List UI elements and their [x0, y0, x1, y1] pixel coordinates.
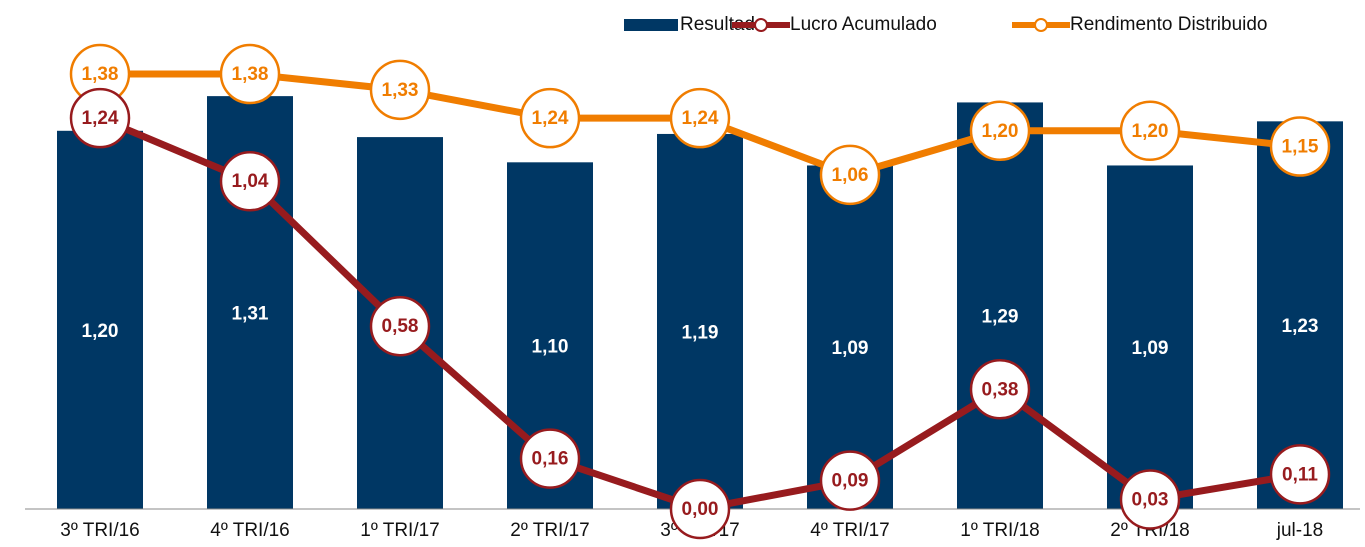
line-marker: [219, 43, 281, 105]
bar-value-label: 1,10: [532, 337, 569, 358]
legend-label: Resultado: [680, 14, 766, 35]
line-marker: [1119, 100, 1181, 162]
line-value-label: 1,24: [532, 108, 569, 129]
line-value-label: 1,24: [682, 108, 719, 129]
line-value-label: 1,04: [232, 171, 269, 192]
line-value-label: 1,24: [82, 108, 119, 129]
line-marker: [819, 144, 881, 206]
line-value-label: 1,15: [1282, 137, 1319, 158]
line-marker: [969, 358, 1031, 420]
x-tick-label: 4º TRI/16: [210, 520, 289, 541]
line-marker: [1119, 469, 1181, 530]
bar-value-label: 1,20: [82, 321, 119, 342]
line-marker: [519, 87, 581, 149]
x-tick-label: 4º TRI/17: [810, 520, 889, 541]
line-marker: [1269, 116, 1331, 177]
line-marker: [669, 478, 731, 540]
bar: [957, 102, 1043, 510]
line-value-label: 1,20: [1132, 121, 1169, 142]
line-marker: [519, 428, 581, 489]
line-marker: [369, 59, 431, 121]
legend-label: Rendimento Distribuido: [1070, 14, 1268, 35]
line-marker: [69, 87, 131, 149]
x-tick-label: 3º TRI/16: [60, 520, 139, 541]
line-value-label: 0,16: [532, 449, 569, 470]
line-marker: [669, 87, 731, 149]
legend-label: Lucro Acumulado: [790, 14, 937, 35]
x-tick-label: 1º TRI/18: [960, 520, 1039, 541]
bar-value-label: 1,29: [982, 307, 1019, 328]
bar: [1107, 165, 1193, 509]
legend-marker: [1034, 18, 1048, 32]
x-tick-label: 2º TRI/18: [1110, 520, 1189, 541]
bar-value-label: 1,31: [232, 304, 269, 325]
x-tick-label: 1º TRI/17: [360, 520, 439, 541]
line-value-label: 0,58: [382, 316, 419, 337]
line-value-label: 0,03: [1132, 490, 1169, 511]
x-tick-label: 2º TRI/17: [510, 520, 589, 541]
line-marker: [969, 100, 1031, 162]
line-value-label: 0,00: [682, 499, 719, 520]
line-marker: [1269, 444, 1331, 505]
bar-value-label: 1,09: [832, 338, 869, 359]
line-marker: [819, 450, 881, 511]
line-marker: [369, 295, 431, 357]
line-value-label: 0,38: [982, 379, 1019, 400]
bar: [657, 133, 743, 509]
bar-value-label: 1,09: [1132, 338, 1169, 359]
line-value-label: 0,09: [832, 471, 869, 492]
bar-value-label: 1,23: [1282, 316, 1319, 337]
bar-value-label: 1,19: [682, 322, 719, 343]
legend-swatch: [624, 19, 678, 31]
legend-marker: [754, 18, 768, 32]
line-marker: [219, 150, 281, 212]
bar: [57, 130, 143, 510]
line-value-label: 0,11: [1282, 464, 1318, 485]
line-value-label: 1,06: [832, 165, 869, 186]
x-tick-label: jul-18: [1276, 520, 1323, 541]
line-value-label: 1,38: [82, 64, 119, 85]
line-value-label: 1,38: [232, 64, 269, 85]
line-value-label: 1,20: [982, 121, 1019, 142]
line-value-label: 1,33: [382, 80, 419, 101]
